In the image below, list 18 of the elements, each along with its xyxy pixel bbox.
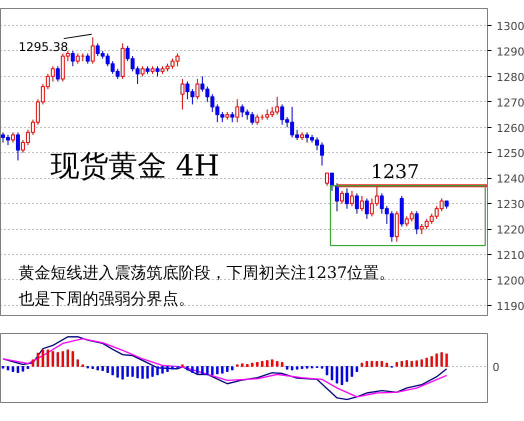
y-tick-label: 1190 (496, 300, 524, 313)
y-tick-label: 1290 (496, 45, 524, 58)
text: 现货黄金 4H (50, 148, 220, 182)
y-tick-label: 1240 (496, 172, 524, 186)
y-tick-label: 1280 (496, 70, 524, 84)
y-tick-label: 1200 (496, 274, 524, 288)
text: 0 (492, 361, 500, 374)
y-tick-label: 1250 (496, 147, 524, 160)
y-tick-label: 1300 (496, 20, 524, 34)
y-tick-label: 1260 (496, 122, 524, 135)
y-tick-label: 1210 (496, 248, 524, 262)
annotation: 也是下周的强弱分界点。 (18, 289, 194, 308)
annotation: 黄金短线进入震荡筑底阶段，下周初关注1237位置。 (18, 263, 396, 282)
y-tick-label: 1230 (496, 198, 524, 212)
annotation: 1295.38 (18, 40, 68, 54)
ref-line-label: 1237 (370, 160, 420, 183)
y-tick-label: 1220 (496, 224, 524, 237)
y-tick-label: 1270 (496, 96, 524, 110)
